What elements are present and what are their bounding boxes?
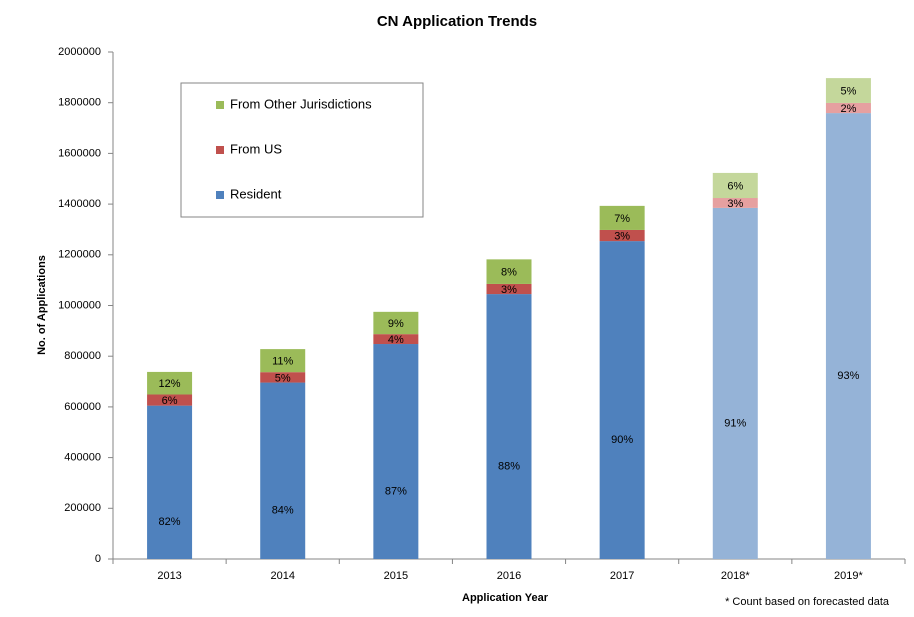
data-label: 6% xyxy=(727,180,743,192)
legend-label: Resident xyxy=(230,186,282,201)
data-label: 93% xyxy=(837,370,859,382)
x-tick-label: 2013 xyxy=(157,570,181,582)
data-label: 5% xyxy=(840,85,856,97)
y-tick-label: 2000000 xyxy=(58,46,101,58)
data-label: 9% xyxy=(388,318,404,330)
x-tick-label: 2018* xyxy=(721,570,750,582)
bar-segment xyxy=(260,382,306,559)
bar-segment xyxy=(486,259,532,284)
bar-segment xyxy=(147,371,193,395)
y-tick-label: 800000 xyxy=(64,350,101,362)
legend-swatch xyxy=(216,146,224,154)
bar-segment xyxy=(373,334,419,345)
bar-segment xyxy=(825,113,871,559)
bar-segment xyxy=(712,172,758,199)
legend-label: From Other Jurisdictions xyxy=(230,96,372,111)
data-label: 2% xyxy=(840,103,856,115)
data-label: 82% xyxy=(159,516,181,528)
legend-swatch xyxy=(216,101,224,109)
bar-segment xyxy=(599,205,645,230)
y-tick-label: 1400000 xyxy=(58,198,101,210)
y-tick-label: 400000 xyxy=(64,452,101,464)
bar-segment xyxy=(147,405,193,559)
x-tick-label: 2014 xyxy=(270,570,294,582)
data-label: 4% xyxy=(388,334,404,346)
data-label: 12% xyxy=(159,378,181,390)
bar-segment xyxy=(825,78,871,103)
legend-swatch xyxy=(216,191,224,199)
bar-segment xyxy=(486,294,532,559)
bar-segment xyxy=(825,102,871,114)
y-tick-label: 1000000 xyxy=(58,299,101,311)
data-label: 11% xyxy=(272,356,293,368)
data-label: 88% xyxy=(498,460,520,472)
bar-segment xyxy=(712,198,758,208)
data-label: 6% xyxy=(162,395,178,407)
data-label: 91% xyxy=(724,417,746,429)
bar-segment xyxy=(373,311,419,335)
bar-segment xyxy=(260,349,306,373)
x-tick-label: 2015 xyxy=(384,570,408,582)
bar-segment xyxy=(712,207,758,559)
bar-segment xyxy=(260,372,306,383)
bar-segment xyxy=(373,344,419,559)
y-tick-label: 1200000 xyxy=(58,249,101,261)
bar-segment xyxy=(599,241,645,559)
bar-segment xyxy=(599,229,645,242)
y-axis-label: No. of Applications xyxy=(36,255,48,355)
bar-segment xyxy=(147,394,193,406)
y-tick-label: 0 xyxy=(95,553,101,565)
data-label: 5% xyxy=(275,372,291,384)
footnote: * Count based on forecasted data xyxy=(725,596,890,608)
x-tick-label: 2019* xyxy=(834,570,863,582)
x-axis-label: Application Year xyxy=(462,592,549,604)
x-tick-label: 2016 xyxy=(497,570,521,582)
data-label: 3% xyxy=(614,230,630,242)
data-label: 3% xyxy=(501,284,517,296)
chart-title: CN Application Trends xyxy=(377,13,537,30)
data-label: 90% xyxy=(611,434,633,446)
data-label: 3% xyxy=(727,198,743,210)
bar-segment xyxy=(486,283,532,295)
data-label: 7% xyxy=(614,213,630,225)
y-tick-label: 600000 xyxy=(64,401,101,413)
legend-label: From US xyxy=(230,141,282,156)
y-tick-label: 1600000 xyxy=(58,147,101,159)
data-label: 87% xyxy=(385,485,407,497)
data-label: 8% xyxy=(501,267,517,279)
y-tick-label: 200000 xyxy=(64,502,101,514)
data-label: 84% xyxy=(272,505,294,517)
y-tick-label: 1800000 xyxy=(58,97,101,109)
x-tick-label: 2017 xyxy=(610,570,634,582)
